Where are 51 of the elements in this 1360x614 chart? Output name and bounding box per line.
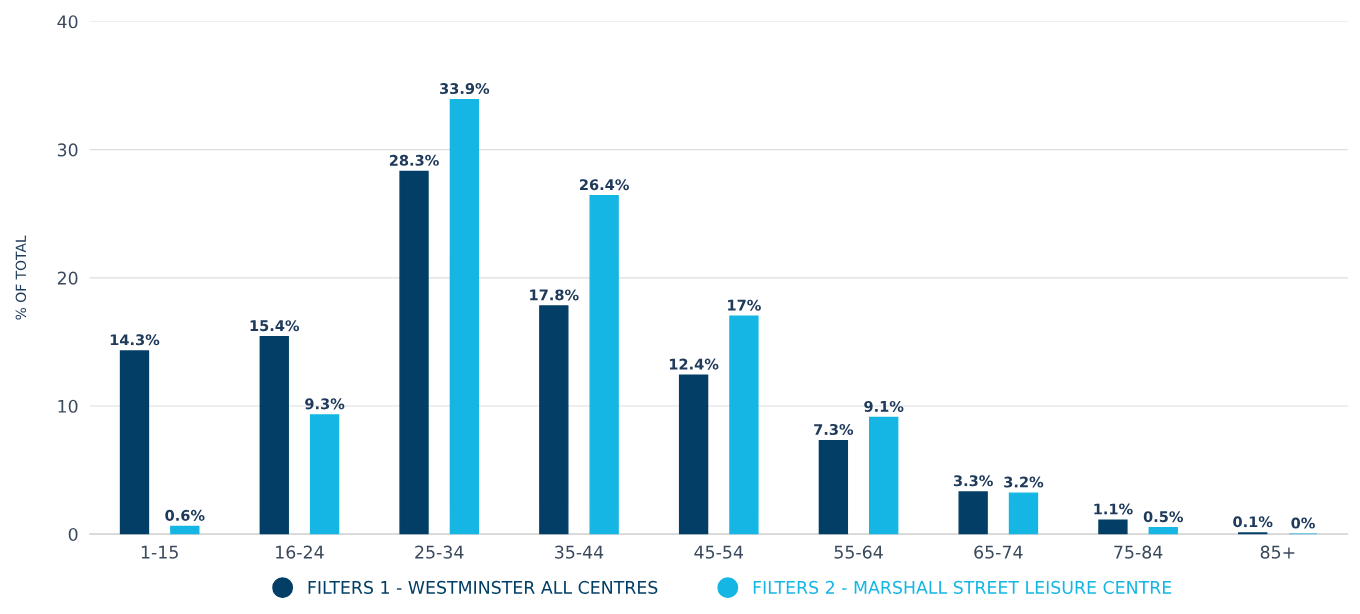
bar [1148,527,1178,535]
x-tick-label: 65-74 [974,545,1023,559]
x-tick-label: 25-34 [415,545,464,559]
data-label: 15.4% [250,320,300,332]
data-label: 33.9% [440,83,490,95]
y-tick-label: 40 [57,15,78,29]
legend-label: FILTERS 2 - MARSHALL STREET LEISURE CENTRE [753,580,1172,595]
data-label: 17% [728,299,761,311]
y-tick-label: 0 [68,527,78,542]
bar [869,416,899,535]
x-tick-label: 75-84 [1114,545,1163,559]
bar [818,439,849,535]
bar [1008,492,1039,535]
y-tick-label: 20 [57,271,78,285]
bar [539,305,569,535]
y-tick-label: 10 [58,399,78,413]
y-tick-label: 30 [57,143,78,157]
data-label: 0.5% [1143,511,1184,523]
x-tick-label: 45-54 [694,545,744,559]
data-label: 7.3% [814,423,854,436]
data-label: 28.3% [389,154,439,166]
bar [119,350,150,535]
bar [309,414,340,535]
bar [589,195,619,535]
bar [449,98,480,535]
data-label: 0% [1291,517,1315,529]
bar [1098,519,1128,535]
x-tick-label: 16-24 [276,545,324,559]
data-label: 14.3% [110,334,160,346]
x-tick-label: 55-64 [834,545,883,559]
data-label: 12.4% [669,358,719,370]
bar [259,336,289,535]
data-label: 9.1% [864,400,904,412]
bar [958,491,988,535]
data-label: 0.1% [1233,516,1273,528]
x-tick-label: 35-44 [555,545,604,559]
bar [170,525,200,535]
y-axis-title: % OF TOTAL [15,235,27,320]
data-label: 3.2% [1004,476,1044,488]
bar [678,374,709,535]
data-label: 17.8% [530,289,579,301]
legend-label: FILTERS 1 - WESTMINSTER ALL CENTRES [308,580,658,595]
data-label: 1.1% [1094,503,1133,515]
data-label: 26.4% [580,179,629,191]
bar [399,170,429,535]
data-label: 3.3% [953,475,993,487]
data-label: 9.3% [305,398,345,410]
bar [729,315,759,535]
x-tick-label: 85+ [1260,545,1295,559]
data-label: 0.6% [165,509,205,521]
x-tick-label: 1-15 [141,545,178,559]
